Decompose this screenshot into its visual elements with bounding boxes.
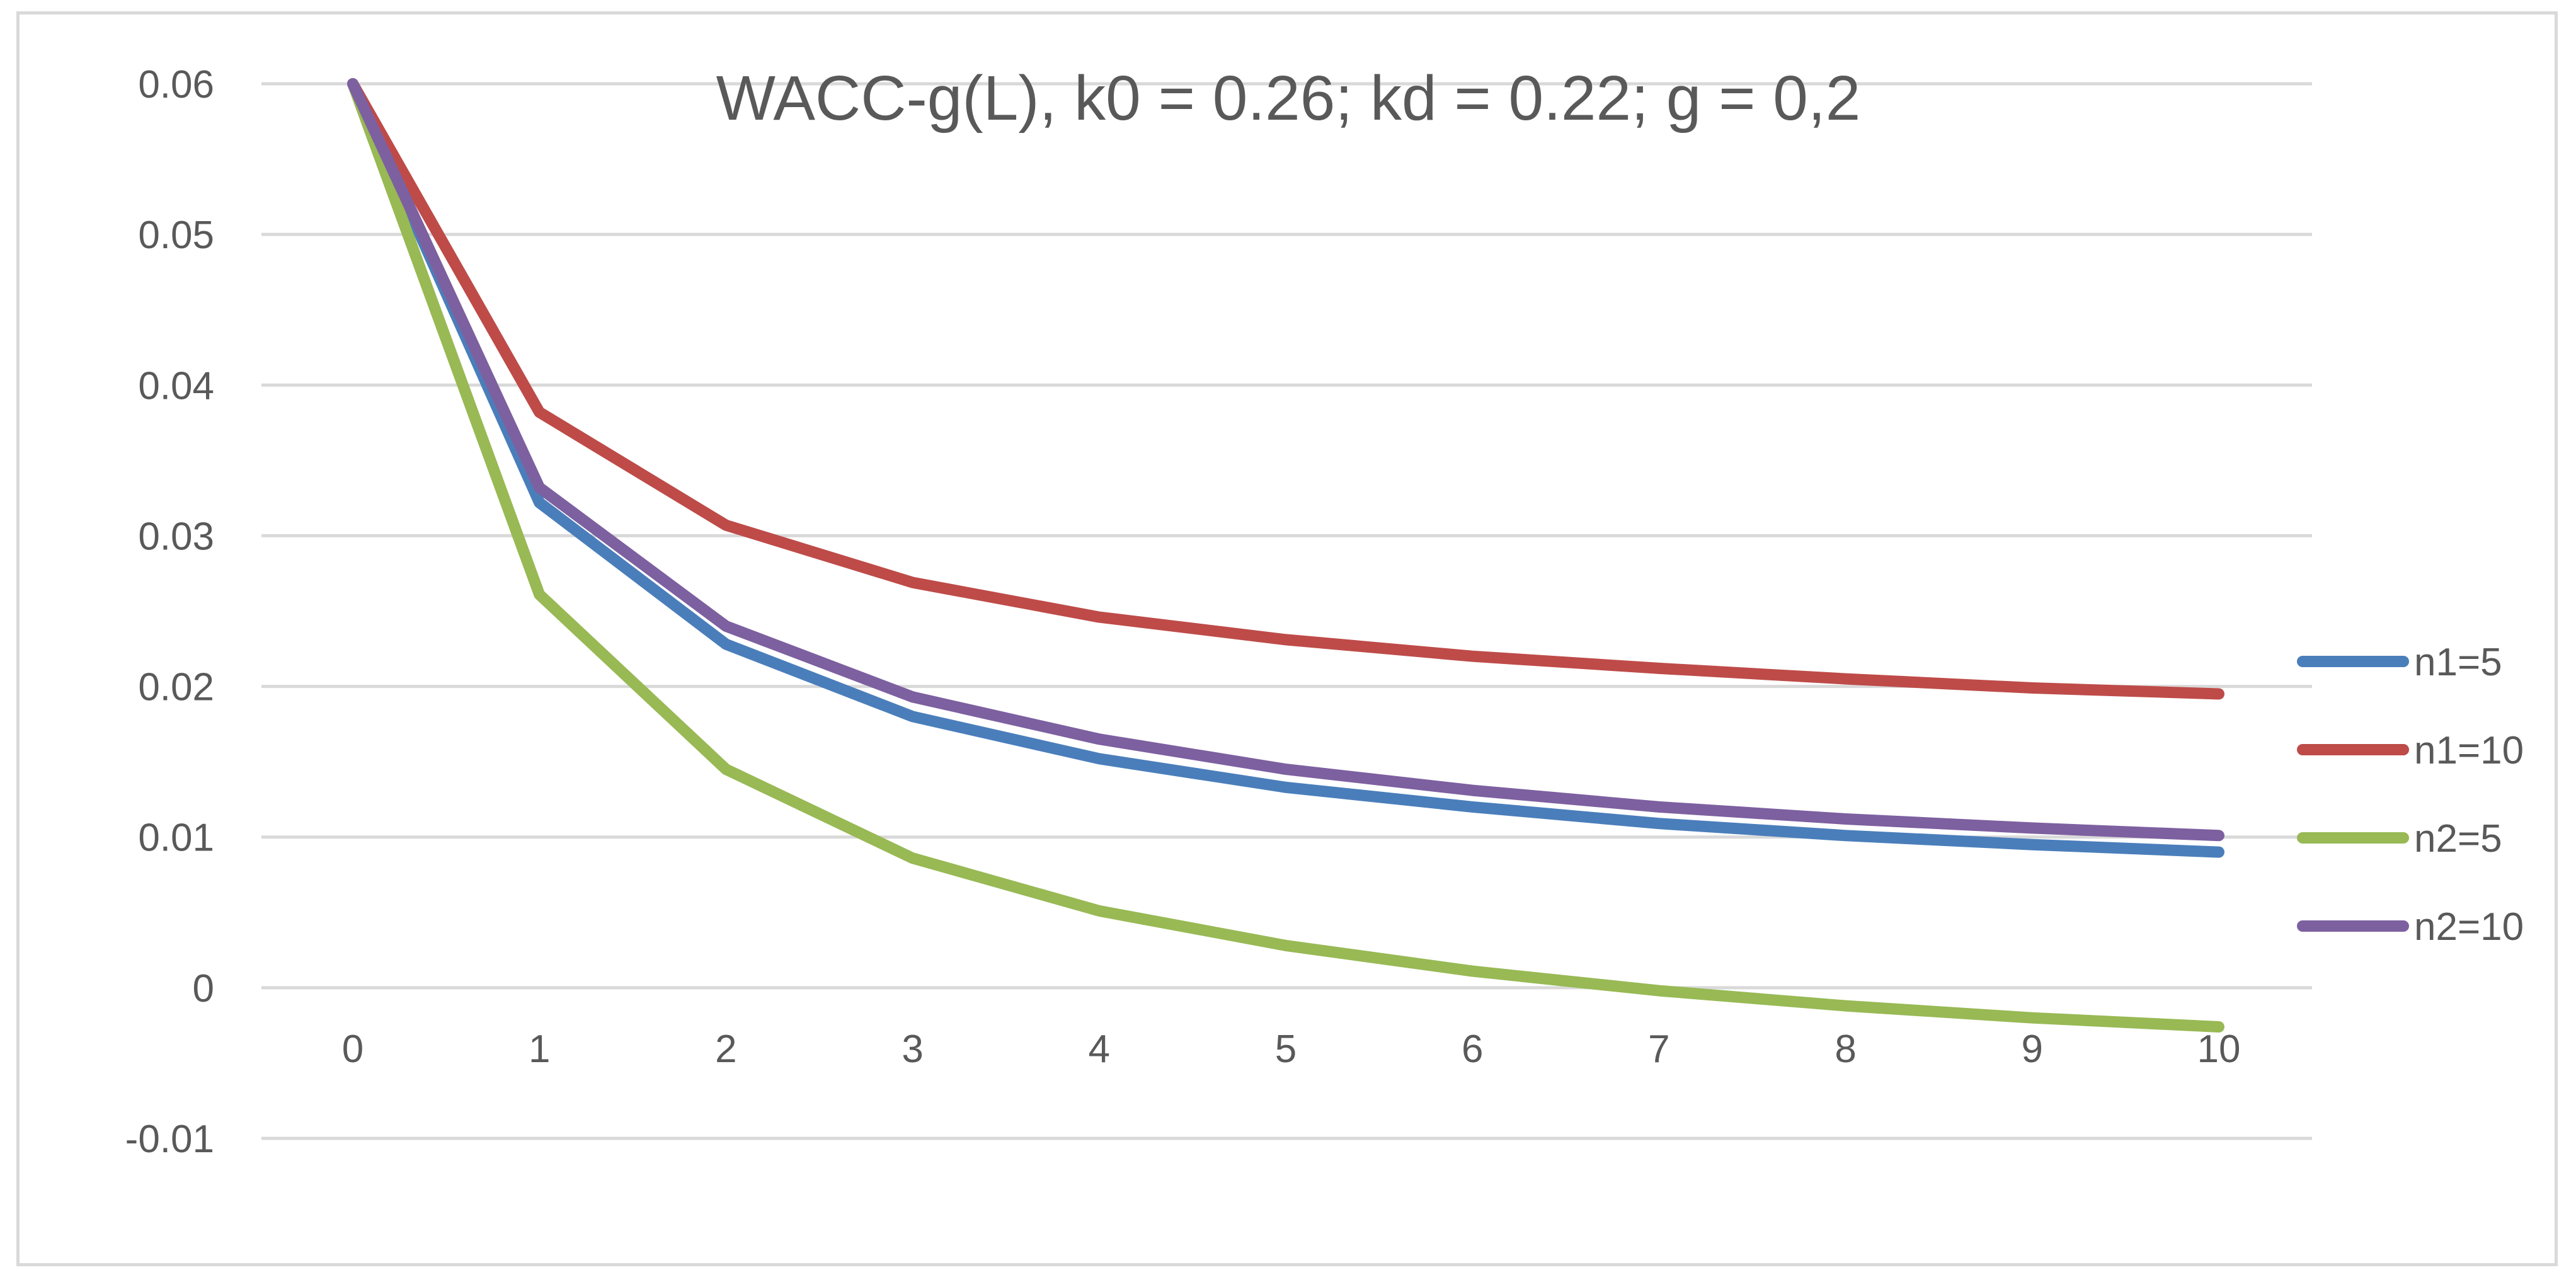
x-tick-label: 2 (715, 1027, 736, 1071)
y-tick-label: 0.01 (138, 816, 214, 860)
series-line-n2-10 (347, 78, 2224, 842)
x-tick-label: 1 (529, 1027, 550, 1071)
x-tick-label: 7 (1648, 1027, 1669, 1071)
legend-label-n2-5: n2=5 (2414, 817, 2502, 861)
y-axis-tick-labels: 0.06 0.05 0.04 0.03 0.02 0.01 0 -0.01 (125, 63, 214, 1161)
x-tick-label: 0 (342, 1027, 364, 1071)
x-tick-label: 10 (2197, 1027, 2241, 1071)
x-tick-label: 4 (1089, 1027, 1110, 1071)
series-line-n2-5 (347, 78, 2224, 1033)
y-tick-label: -0.01 (125, 1118, 214, 1161)
legend-label-n1-5: n1=5 (2414, 641, 2502, 684)
x-tick-label: 8 (1835, 1027, 1856, 1071)
x-axis-tick-labels: 0 1 2 3 4 5 6 7 8 9 10 (342, 1027, 2241, 1071)
legend-label-n2-10: n2=10 (2414, 905, 2524, 949)
x-tick-label: 5 (1275, 1027, 1297, 1071)
y-tick-label: 0.03 (138, 515, 214, 558)
y-tick-label: 0.05 (138, 214, 214, 257)
y-tick-label: 0.02 (138, 666, 214, 709)
chart-title: WACC-g(L), k0 = 0.26; kd = 0.22; g = 0,2 (716, 63, 1861, 134)
series-line-n1-10 (347, 78, 2224, 700)
y-tick-label: 0.06 (138, 63, 214, 106)
y-tick-label: 0.04 (138, 364, 214, 408)
x-tick-label: 3 (902, 1027, 923, 1071)
y-tick-label: 0 (193, 967, 214, 1010)
x-tick-label: 6 (1462, 1027, 1483, 1071)
legend: n1=5 n1=10 n2=5 n2=10 (2297, 641, 2524, 949)
legend-label-n1-10: n1=10 (2414, 729, 2524, 772)
series-line-n1-5 (347, 78, 2224, 858)
x-tick-label: 9 (2022, 1027, 2043, 1071)
series-lines (347, 78, 2224, 1033)
gridlines (261, 82, 2312, 1140)
